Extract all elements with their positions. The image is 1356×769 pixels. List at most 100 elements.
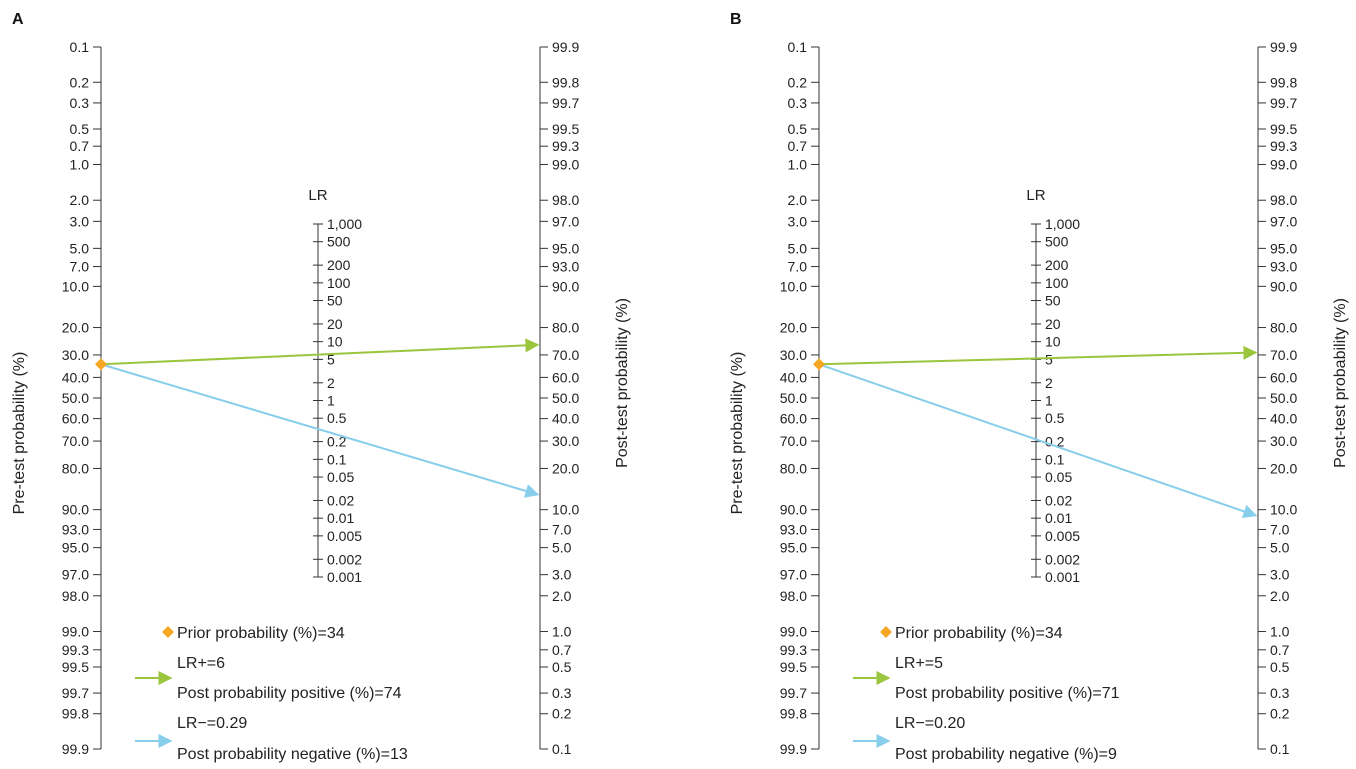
pretest-tick-label: 10.0 <box>780 278 807 294</box>
posttest-tick-label: 99.7 <box>1270 95 1297 111</box>
lr-tick-label: 0.05 <box>327 469 354 485</box>
pretest-tick-label: 98.0 <box>780 588 807 604</box>
lr-tick-label: 100 <box>327 275 351 291</box>
pretest-tick-label: 0.5 <box>70 121 90 137</box>
legend-prior-text: Prior probability (%)=34 <box>177 625 345 642</box>
pretest-tick-label: 90.0 <box>62 502 89 518</box>
lr-tick-label: 10 <box>327 334 343 350</box>
lr-tick-label: 0.01 <box>327 510 354 526</box>
negative-line <box>100 363 540 498</box>
posttest-tick-label: 0.7 <box>552 642 572 658</box>
posttest-tick-label: 99.5 <box>552 121 579 137</box>
lr-tick-label: 100 <box>1045 275 1069 291</box>
lr-tick-label: 0.005 <box>1045 528 1080 544</box>
pretest-tick-label: 0.7 <box>788 138 808 154</box>
posttest-tick-label: 0.5 <box>1270 659 1290 675</box>
positive-line <box>100 338 540 366</box>
lr-tick-label: 1,000 <box>327 216 362 232</box>
pretest-tick-label: 80.0 <box>62 460 89 476</box>
posttest-tick-label: 99.3 <box>1270 138 1297 154</box>
positive-line <box>818 345 1258 366</box>
posttest-tick-label: 20.0 <box>552 460 579 476</box>
legend-prior-marker <box>880 626 892 638</box>
panel-label: A <box>12 11 24 28</box>
posttest-tick-label: 3.0 <box>552 567 572 583</box>
posttest-tick-label: 7.0 <box>1270 521 1290 537</box>
posttest-tick-label: 0.7 <box>1270 642 1290 658</box>
pretest-tick-label: 99.9 <box>62 741 89 757</box>
prior-marker <box>813 358 825 371</box>
posttest-tick-label: 97.0 <box>1270 213 1297 229</box>
lr-tick-label: 0.1 <box>1045 451 1065 467</box>
legend-prior-marker <box>162 626 174 638</box>
lr-tick-label: 1,000 <box>1045 216 1080 232</box>
lr-tick-label: 0.05 <box>1045 469 1072 485</box>
legend-negative-lr: LR−=0.20 <box>895 715 965 732</box>
lr-tick-label: 0.1 <box>327 451 347 467</box>
lr-tick-label: 1 <box>1045 393 1053 409</box>
legend: Prior probability (%)=34 LR+=6 Post probab… <box>135 625 408 763</box>
lr-tick-label: 2 <box>1045 375 1053 391</box>
pretest-tick-label: 1.0 <box>70 156 90 172</box>
pretest-tick-label: 7.0 <box>70 259 90 275</box>
lr-tick-label: 1 <box>327 393 335 409</box>
lr-tick-label: 0.002 <box>327 551 362 567</box>
posttest-tick-label: 99.0 <box>1270 156 1297 172</box>
lr-tick-label: 0.001 <box>1045 569 1080 585</box>
legend-positive-post: Post probability positive (%)=71 <box>895 685 1120 702</box>
lr-tick-label: 5 <box>327 351 335 367</box>
lr-tick-label: 0.5 <box>1045 410 1065 426</box>
pretest-tick-label: 1.0 <box>788 156 808 172</box>
pretest-tick-label: 70.0 <box>62 433 89 449</box>
pretest-tick-label: 50.0 <box>62 390 89 406</box>
posttest-tick-label: 60.0 <box>552 369 579 385</box>
posttest-tick-label: 90.0 <box>1270 278 1297 294</box>
legend-positive-post: Post probability positive (%)=74 <box>177 685 402 702</box>
pretest-tick-label: 99.8 <box>780 706 807 722</box>
pretest-tick-label: 95.0 <box>62 540 89 556</box>
lr-tick-label: 0.005 <box>327 528 362 544</box>
posttest-tick-label: 30.0 <box>552 433 579 449</box>
pretest-tick-label: 95.0 <box>780 540 807 556</box>
pretest-tick-label: 97.0 <box>62 567 89 583</box>
posttest-tick-label: 80.0 <box>552 320 579 336</box>
negative-line <box>818 363 1258 519</box>
prior-marker <box>95 358 107 371</box>
lr-tick-label: 0.01 <box>1045 510 1072 526</box>
pretest-tick-label: 99.0 <box>780 624 807 640</box>
posttest-tick-label: 93.0 <box>552 259 579 275</box>
legend-positive-lr: LR+=5 <box>895 655 943 672</box>
pretest-tick-label: 7.0 <box>788 259 808 275</box>
pretest-tick-label: 20.0 <box>62 320 89 336</box>
pretest-tick-label: 3.0 <box>70 213 90 229</box>
lr-tick-label: 0.02 <box>327 492 354 508</box>
pretest-tick-label: 2.0 <box>70 192 90 208</box>
pretest-tick-label: 40.0 <box>780 369 807 385</box>
lr-tick-label: 0.001 <box>327 569 362 585</box>
posttest-tick-label: 1.0 <box>1270 624 1290 640</box>
posttest-tick-label: 0.2 <box>1270 706 1290 722</box>
posttest-tick-label: 30.0 <box>1270 433 1297 449</box>
posttest-tick-label: 99.9 <box>552 39 579 55</box>
legend-prior-text: Prior probability (%)=34 <box>895 625 1063 642</box>
pretest-tick-label: 0.1 <box>788 39 808 55</box>
pretest-tick-label: 99.8 <box>62 706 89 722</box>
lr-axis-title: LR <box>1026 187 1045 204</box>
pretest-tick-label: 5.0 <box>788 240 808 256</box>
lr-tick-label: 0.2 <box>1045 434 1065 450</box>
lr-tick-label: 0.2 <box>327 434 347 450</box>
legend: Prior probability (%)=34 LR+=5 Post probab… <box>853 625 1120 763</box>
lr-tick-label: 20 <box>1045 316 1061 332</box>
lr-axis-title: LR <box>308 187 327 204</box>
pretest-tick-label: 60.0 <box>62 411 89 427</box>
pretest-tick-label: 0.3 <box>788 95 808 111</box>
posttest-tick-label: 0.5 <box>552 659 572 675</box>
pretest-tick-label: 30.0 <box>780 347 807 363</box>
posttest-tick-label: 10.0 <box>552 502 579 518</box>
pretest-tick-label: 30.0 <box>62 347 89 363</box>
pretest-tick-label: 50.0 <box>780 390 807 406</box>
posttest-tick-label: 90.0 <box>552 278 579 294</box>
posttest-tick-label: 20.0 <box>1270 460 1297 476</box>
posttest-tick-label: 0.3 <box>552 685 572 701</box>
